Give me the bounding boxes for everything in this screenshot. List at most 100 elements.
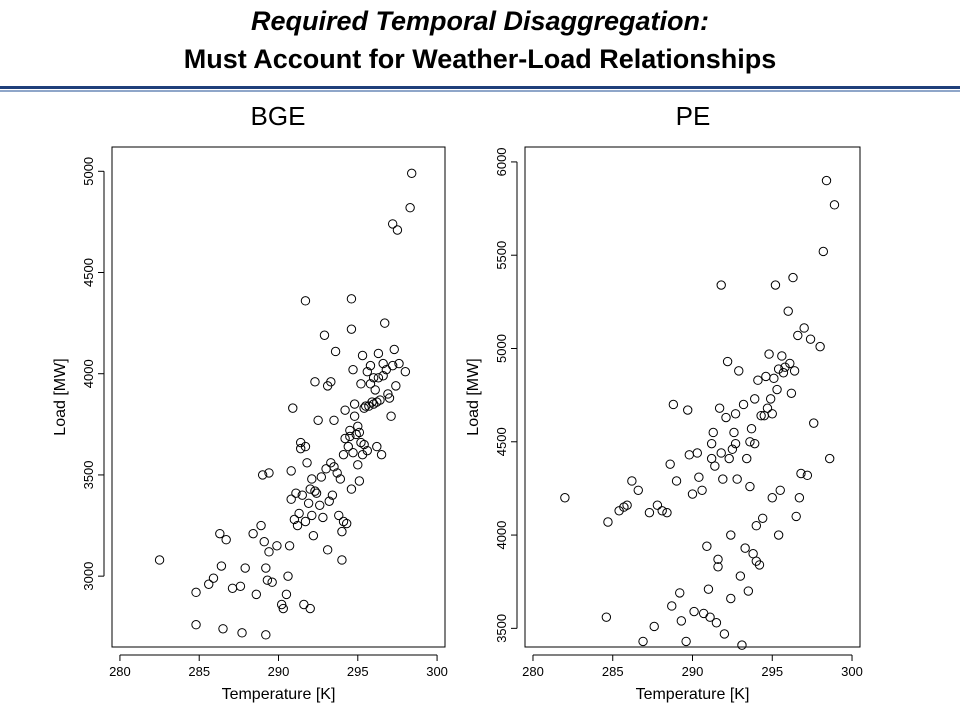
title-rule-shadow bbox=[0, 90, 960, 92]
bge-y-tick-label: 4000 bbox=[81, 359, 96, 388]
bge-data-point bbox=[337, 526, 347, 537]
pe-data-point bbox=[738, 399, 749, 410]
bge-data-point bbox=[354, 476, 365, 486]
bge-data-point bbox=[338, 516, 349, 527]
pe-data-point bbox=[726, 593, 736, 604]
bge-data-point bbox=[394, 358, 404, 369]
pe-y-tick-label: 4000 bbox=[494, 521, 509, 550]
bge-data-point bbox=[362, 445, 372, 456]
bge-data-point bbox=[327, 490, 338, 500]
bge-data-point bbox=[292, 520, 303, 531]
pe-data-point bbox=[726, 530, 736, 540]
title-rule bbox=[0, 86, 960, 89]
pe-data-point bbox=[649, 621, 659, 632]
bge-data-point bbox=[308, 530, 319, 541]
bge-data-point bbox=[334, 510, 344, 521]
pe-data-point bbox=[754, 560, 765, 570]
pe-data-point bbox=[684, 450, 695, 460]
bge-data-point bbox=[353, 460, 363, 470]
bge-data-point bbox=[365, 379, 376, 389]
bge-data-point bbox=[322, 545, 333, 555]
bge-data-point bbox=[365, 360, 376, 371]
pe-data-point bbox=[737, 640, 747, 650]
pe-data-point bbox=[802, 470, 813, 481]
pe-data-point bbox=[743, 586, 754, 596]
bge-data-point bbox=[300, 516, 311, 527]
bge-data-point bbox=[261, 563, 271, 573]
pe-data-point bbox=[796, 468, 806, 479]
pe-data-point bbox=[794, 493, 805, 503]
bge-data-point bbox=[248, 528, 258, 539]
bge-data-point bbox=[340, 433, 350, 444]
bge-data-point bbox=[386, 411, 396, 421]
pe-data-point bbox=[751, 521, 762, 531]
bge-data-point bbox=[345, 431, 355, 442]
pe-data-point bbox=[769, 373, 779, 384]
bge-data-point bbox=[321, 464, 331, 474]
pe-data-point bbox=[671, 476, 682, 486]
bge-data-point bbox=[300, 296, 311, 306]
bge-data-point bbox=[256, 520, 266, 531]
bge-data-point bbox=[311, 488, 322, 498]
pe-data-point bbox=[667, 601, 677, 611]
pe-data-point bbox=[753, 375, 763, 385]
pe-data-point bbox=[788, 272, 798, 283]
bge-data-point bbox=[215, 528, 225, 539]
pe-data-point bbox=[777, 351, 787, 361]
pe-data-point bbox=[770, 280, 781, 290]
bge-y-axis-label: Load [MW] bbox=[52, 358, 69, 435]
bge-data-point bbox=[356, 379, 366, 389]
pe-data-point bbox=[721, 412, 731, 423]
bge-data-point bbox=[276, 599, 287, 610]
pe-data-point bbox=[692, 448, 702, 458]
bge-data-point bbox=[289, 514, 300, 525]
bge-data-point bbox=[235, 581, 246, 591]
pe-data-point bbox=[560, 493, 570, 503]
bge-data-point bbox=[373, 348, 384, 359]
pe-data-point bbox=[665, 459, 675, 469]
pe-data-point bbox=[821, 175, 832, 186]
bge-data-point bbox=[310, 486, 320, 496]
pe-data-point bbox=[627, 476, 637, 486]
pe-data-point bbox=[730, 409, 741, 419]
bge-data-point bbox=[319, 330, 330, 340]
bge-x-axis-label: Temperature [K] bbox=[222, 686, 336, 703]
pe-data-point bbox=[702, 541, 712, 551]
bge-data-point bbox=[262, 575, 273, 585]
pe-data-point bbox=[703, 584, 714, 594]
pe-data-point bbox=[681, 636, 691, 647]
bge-data-point bbox=[299, 599, 309, 610]
pe-data-point bbox=[742, 453, 752, 464]
pe-data-point bbox=[644, 507, 655, 518]
bge-data-point bbox=[329, 415, 339, 425]
bge-data-point bbox=[204, 579, 214, 589]
pe-data-point bbox=[829, 200, 840, 210]
bge-data-point bbox=[378, 371, 388, 381]
bge-data-point bbox=[154, 555, 165, 565]
pe-data-point bbox=[750, 438, 760, 449]
pe-y-tick-label: 6000 bbox=[494, 147, 509, 176]
bge-data-point bbox=[191, 620, 201, 630]
bge-data-point bbox=[384, 393, 395, 403]
bge-data-point bbox=[251, 589, 261, 600]
pe-x-axis-label: Temperature [K] bbox=[636, 686, 750, 703]
bge-data-point bbox=[281, 589, 292, 600]
pe-data-point bbox=[724, 453, 734, 464]
pe-data-point bbox=[676, 616, 687, 626]
bge-y-tick-label: 5000 bbox=[81, 157, 96, 186]
pe-data-point bbox=[668, 399, 679, 410]
bge-data-point bbox=[191, 587, 201, 598]
pe-data-point bbox=[713, 562, 723, 572]
bge-data-point bbox=[261, 630, 271, 640]
bge-data-point bbox=[387, 219, 398, 229]
bge-data-point bbox=[296, 443, 306, 454]
slide-subtitle: Must Account for Weather-Load Relationsh… bbox=[183, 44, 777, 74]
pe-plot-frame bbox=[524, 146, 861, 648]
pe-data-point bbox=[762, 403, 773, 413]
bge-x-tick-label: 285 bbox=[188, 664, 210, 679]
pe-data-point bbox=[722, 356, 733, 367]
pe-data-point bbox=[718, 474, 728, 484]
bge-data-point bbox=[359, 439, 369, 450]
pe-x-tick-label: 280 bbox=[522, 664, 544, 679]
bge-y-tick-label: 3500 bbox=[81, 460, 96, 489]
